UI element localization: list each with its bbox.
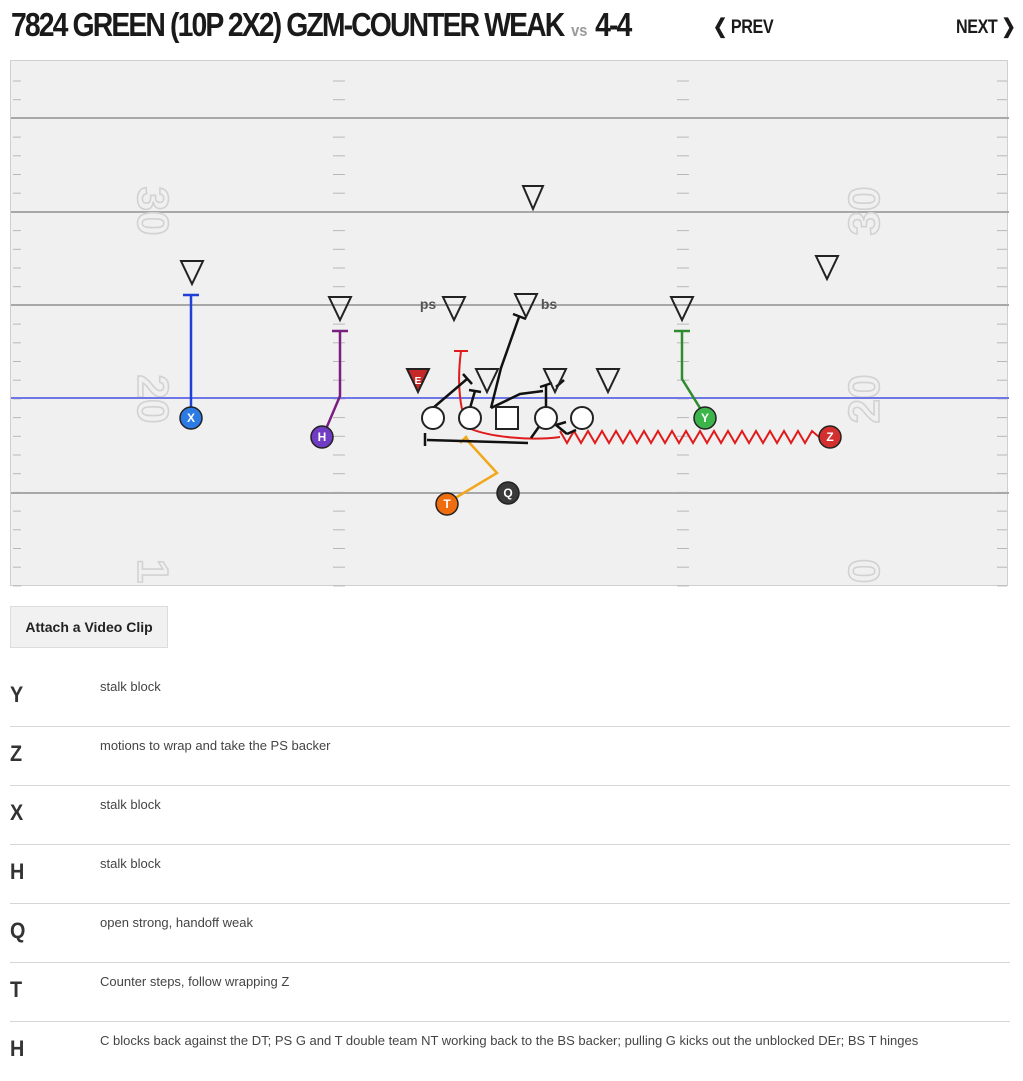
defender-label: bs bbox=[541, 296, 558, 312]
defender-marker bbox=[179, 260, 205, 287]
player-y bbox=[693, 406, 717, 430]
lineman bbox=[421, 406, 445, 430]
assignment-row: H stalk block bbox=[10, 845, 1010, 904]
lineman bbox=[570, 406, 594, 430]
player-z bbox=[818, 425, 842, 449]
player-t bbox=[435, 492, 459, 516]
prev-button[interactable]: ❮ PREV bbox=[713, 14, 774, 39]
assignment-row: Q open strong, handoff weak bbox=[10, 904, 1010, 963]
player-h-label: H bbox=[318, 430, 327, 444]
defender-marker bbox=[513, 293, 539, 320]
prev-label: PREV bbox=[730, 17, 774, 38]
routes bbox=[183, 293, 820, 505]
assignment-description: C blocks back against the DT; PS G and T… bbox=[100, 1033, 919, 1048]
player-x-label: X bbox=[187, 411, 195, 425]
assignment-description: motions to wrap and take the PS backer bbox=[100, 738, 331, 753]
assignment-row: X stalk block bbox=[10, 786, 1010, 845]
next-label: NEXT bbox=[956, 17, 998, 38]
defender-label: E bbox=[415, 376, 422, 387]
defender-marker bbox=[814, 255, 840, 282]
defense-name: 4-4 bbox=[595, 6, 632, 43]
assignment-position: H bbox=[10, 859, 25, 884]
chevron-right-icon: ❯ bbox=[1001, 16, 1016, 38]
field-canvas: 30 20 1 30 20 0 bbox=[11, 80, 1009, 587]
center bbox=[495, 406, 519, 430]
assignment-row: T Counter steps, follow wrapping Z bbox=[10, 963, 1010, 1022]
assignment-position: X bbox=[10, 800, 24, 825]
player-t-label: T bbox=[443, 497, 451, 511]
defender-marker bbox=[327, 296, 353, 323]
yard-number: 30 bbox=[128, 187, 177, 236]
defender-marker bbox=[441, 296, 467, 323]
player-q-label: Q bbox=[503, 486, 512, 500]
defender-marker bbox=[474, 368, 500, 395]
chevron-left-icon: ❮ bbox=[713, 16, 727, 38]
play-name: 7824 GREEN (10P 2X2) GZM-COUNTER WEAK bbox=[11, 6, 565, 43]
assignment-position: Q bbox=[10, 918, 26, 943]
player-h bbox=[310, 425, 334, 449]
z-motion bbox=[559, 429, 820, 445]
lineman bbox=[458, 406, 482, 430]
assignment-row: H C blocks back against the DT; PS G and… bbox=[10, 1022, 1010, 1080]
yard-lines bbox=[11, 117, 1009, 494]
next-button[interactable]: NEXT ❯ bbox=[956, 14, 1016, 39]
y-route bbox=[680, 331, 707, 417]
assignment-row: Y stalk block bbox=[10, 668, 1010, 727]
assignment-description: open strong, handoff weak bbox=[100, 915, 253, 930]
defender-label: ps bbox=[420, 296, 437, 312]
yard-number: 30 bbox=[840, 187, 889, 236]
yard-number: 0 bbox=[840, 559, 889, 583]
defense: E ps bs bbox=[179, 185, 840, 395]
header: 7824 GREEN (10P 2X2) GZM-COUNTER WEAK vs… bbox=[0, 0, 1023, 58]
assignment-description: stalk block bbox=[100, 679, 161, 694]
defender-marker bbox=[669, 296, 695, 323]
assignment-position: Z bbox=[10, 741, 23, 766]
player-q bbox=[496, 481, 520, 505]
defender-marker bbox=[595, 368, 621, 395]
lineman bbox=[534, 406, 558, 430]
assignment-row: Z motions to wrap and take the PS backer bbox=[10, 727, 1010, 786]
player-y-label: Y bbox=[701, 411, 709, 425]
assignment-position: Y bbox=[10, 682, 24, 707]
assignment-position: T bbox=[10, 977, 23, 1002]
assignment-description: Counter steps, follow wrapping Z bbox=[100, 974, 290, 989]
assignment-position: H bbox=[10, 1036, 25, 1061]
play-title: 7824 GREEN (10P 2X2) GZM-COUNTER WEAK vs… bbox=[11, 6, 632, 44]
attach-video-clip-button[interactable]: Attach a Video Clip bbox=[10, 606, 168, 648]
play-diagram: 30 20 1 30 20 0 bbox=[10, 60, 1009, 587]
defender-marker bbox=[542, 368, 568, 395]
vs-label: vs bbox=[571, 21, 588, 40]
assignments-list: Y stalk block Z motions to wrap and take… bbox=[10, 668, 1010, 1080]
player-x bbox=[179, 406, 203, 430]
assignment-description: stalk block bbox=[100, 797, 161, 812]
defender-marker-highlighted bbox=[405, 368, 431, 395]
skill-players: X H Y Z Q T bbox=[179, 406, 842, 516]
defender-marker bbox=[521, 185, 545, 212]
player-z-label: Z bbox=[826, 430, 833, 444]
offensive-line bbox=[421, 406, 594, 430]
yard-number: 1 bbox=[128, 559, 177, 583]
h-route bbox=[321, 331, 342, 437]
t-route bbox=[446, 438, 499, 505]
assignment-description: stalk block bbox=[100, 856, 161, 871]
